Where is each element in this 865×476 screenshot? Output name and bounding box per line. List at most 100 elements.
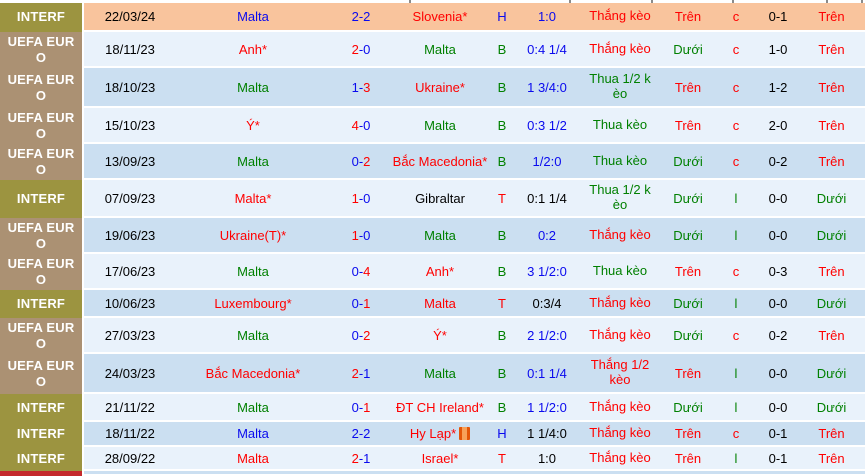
bet-result: Thắng kèo (589, 294, 651, 310)
over-under-result: Trên (674, 9, 702, 24)
score-separator: - (358, 263, 364, 279)
away-goals: 1 (363, 399, 371, 415)
home-team[interactable]: Malta (237, 327, 269, 343)
handicap-value: 0:1 1/4 (527, 190, 567, 206)
partial-next-row (0, 471, 865, 476)
odd-even-cell: c (714, 254, 758, 288)
away-team[interactable]: Malta (424, 295, 456, 311)
away-team-cell: Malta (392, 354, 488, 392)
home-team-cell: Malta (176, 394, 330, 420)
home-team[interactable]: Malta (237, 9, 269, 24)
ft-score: 1-3 (330, 68, 392, 106)
bet-result-cell: Thắng kèo (578, 3, 662, 30)
match-row: INTERF 10/06/23 Luxembourg* 0-1 Malta T 0:3/4 T… (0, 290, 865, 318)
ht-score: 0-0 (768, 365, 788, 381)
home-goals: 2 (351, 426, 359, 441)
ft-score: 1-0 (330, 180, 392, 216)
home-team[interactable]: Malta (237, 399, 269, 415)
match-row-main: 18/10/23 Malta 1-3 Ukraine* B 1 3/4:0 Thua 1/2… (84, 68, 865, 108)
away-team[interactable]: Malta (424, 227, 456, 243)
handicap-value: 2 1/2:0 (527, 327, 567, 343)
away-team[interactable]: Bắc Macedonia* (392, 153, 488, 169)
ht-score: 1-2 (768, 79, 788, 95)
over-under-result: Dưới (673, 399, 703, 415)
home-team[interactable]: Malta* (234, 190, 272, 206)
ht-over-under-result: Dưới (816, 295, 847, 311)
home-team[interactable]: Malta (237, 79, 269, 95)
result-letter: B (497, 79, 507, 95)
handicap-cell: 0:2 (516, 218, 578, 252)
home-team[interactable]: Malta (237, 153, 269, 169)
away-team[interactable]: ĐT CH Ireland* (396, 399, 484, 415)
ht-over-under-cell: Dưới (798, 218, 865, 252)
ft-score: 2-2 (330, 422, 392, 445)
ht-score: 0-1 (768, 9, 788, 24)
date-cell: 13/09/23 (84, 144, 176, 178)
match-row: UEFA EURO 18/11/23 Anh* 2-0 Malta B 0:4 1/4 Thắ… (0, 32, 865, 68)
ht-over-under-result: Trên (818, 153, 845, 169)
ht-over-under-result: Trên (818, 41, 845, 57)
odd-even-cell: c (714, 68, 758, 106)
odd-even-result: c (732, 79, 740, 95)
date-cell: 15/10/23 (84, 108, 176, 142)
match-date: 17/06/23 (104, 263, 156, 279)
ht-score-cell: 0-0 (758, 354, 798, 392)
date-cell: 07/09/23 (84, 180, 176, 216)
home-team-cell: Malta (176, 144, 330, 178)
match-row: INTERF 28/09/22 Malta 2-1 Israel* T 1:0 Thắng k… (0, 447, 865, 471)
home-team[interactable]: Malta (237, 450, 269, 466)
home-team[interactable]: Malta (237, 263, 269, 279)
home-team[interactable]: Luxembourg* (214, 295, 292, 311)
ht-over-under-cell: Trên (798, 447, 865, 469)
away-team[interactable]: Malta (424, 41, 456, 57)
away-team[interactable]: Hy Lạp* (409, 426, 457, 441)
bet-result: Thắng 1/2 kèo (590, 357, 650, 387)
bet-result-cell: Thua 1/2 kèo (578, 180, 662, 216)
match-row-main: 28/09/22 Malta 2-1 Israel* T 1:0 Thắng kèo Trên… (84, 447, 865, 471)
result-indicator: T (488, 180, 516, 216)
home-team-cell: Malta (176, 447, 330, 469)
match-date: 24/03/23 (104, 365, 156, 381)
away-team[interactable]: Slovenia* (412, 9, 468, 24)
home-goals: 0 (351, 263, 359, 279)
result-indicator: H (488, 422, 516, 445)
home-team[interactable]: Malta (237, 426, 269, 441)
bet-result-cell: Thắng kèo (578, 447, 662, 469)
ht-score-cell: 0-1 (758, 422, 798, 445)
ht-score-cell: 1-0 (758, 32, 798, 66)
away-team[interactable]: Israel* (421, 450, 459, 466)
home-team[interactable]: Ý* (246, 117, 260, 133)
away-team[interactable]: Ukraine* (415, 79, 465, 95)
ht-score: 2-0 (768, 117, 788, 133)
score-separator: - (358, 117, 364, 133)
bet-result: Thua 1/2 kèo (589, 71, 651, 101)
home-goals: 1 (351, 227, 359, 243)
home-team[interactable]: Ukraine(T)* (219, 227, 287, 243)
ht-over-under-result: Trên (818, 426, 845, 441)
match-date: 19/06/23 (104, 227, 156, 243)
ht-over-under-cell: Trên (798, 254, 865, 288)
ht-score-cell: 1-2 (758, 68, 798, 106)
away-team-cell: Israel* (392, 447, 488, 469)
home-team[interactable]: Bắc Macedonia* (205, 365, 301, 381)
competition-cell: INTERF (0, 3, 84, 32)
competition-cell: UEFA EURO (0, 318, 84, 354)
home-team-cell: Malta (176, 318, 330, 352)
clipped-text-remnant (732, 0, 734, 3)
away-team[interactable]: Malta (424, 117, 456, 133)
ht-over-under-cell: Dưới (798, 394, 865, 420)
ft-score: 2-1 (330, 447, 392, 469)
handicap-cell: 1 1/4:0 (516, 422, 578, 445)
result-indicator: B (488, 108, 516, 142)
ht-over-under-result: Trên (818, 327, 845, 343)
over-under-cell: Dưới (662, 32, 714, 66)
ft-score: 0-1 (330, 394, 392, 420)
home-team[interactable]: Anh* (238, 41, 268, 57)
away-team[interactable]: Gibraltar (415, 190, 465, 206)
away-team[interactable]: Ý* (433, 327, 447, 343)
away-team[interactable]: Malta (424, 365, 456, 381)
result-letter: B (497, 41, 507, 57)
away-goals: 0 (363, 227, 371, 243)
away-team[interactable]: Anh* (425, 263, 455, 279)
match-date: 10/06/23 (104, 295, 156, 311)
